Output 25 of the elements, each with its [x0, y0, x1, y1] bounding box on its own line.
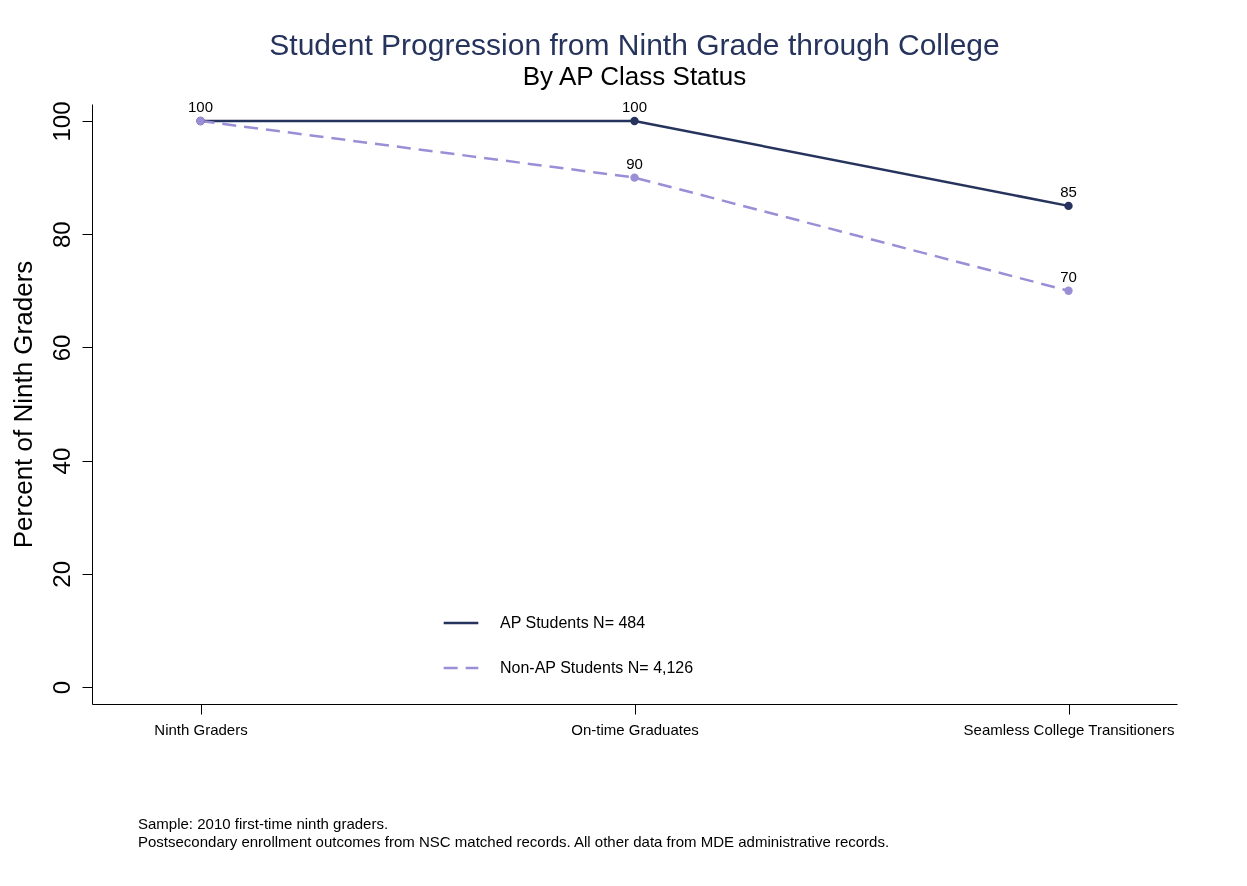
point [1064, 201, 1073, 211]
y-tick-label: 40 [47, 447, 75, 475]
text: Postsecondary enrollment outcomes from NSC matched records. All other data from MDE administrative records. [138, 833, 890, 851]
y-tick-label: 80 [47, 221, 75, 249]
x-tick-label: On-time Graduates [571, 720, 699, 738]
y-axis-title: Percent of Ninth Graders [7, 260, 38, 549]
text: Sample: 2010 first-time ninth graders. [138, 815, 390, 833]
legend-label: AP Students N= 484 [500, 614, 646, 631]
x-tick-label: Seamless College Transitioners [963, 720, 1175, 738]
x-tick-label: Ninth Graders [154, 720, 248, 738]
data-label: 100 [187, 97, 214, 115]
point [1064, 286, 1073, 295]
data-label: 90 [626, 154, 643, 172]
point [630, 173, 639, 182]
point [630, 116, 639, 126]
legend-label: Non-AP Students N= 4,126 [500, 659, 694, 676]
data-label: 70 [1060, 267, 1077, 285]
data-label: 85 [1060, 182, 1077, 200]
y-tick-label: 20 [47, 560, 75, 588]
chart-subtitle: By AP Class Status [522, 60, 747, 91]
y-tick-label: 100 [47, 101, 75, 142]
y-tick-label: 0 [47, 680, 75, 695]
y-tick-label: 60 [47, 334, 75, 362]
chart-title: Student Progression from Ninth Grade through College [269, 27, 1000, 61]
data-label: 100 [621, 97, 648, 115]
